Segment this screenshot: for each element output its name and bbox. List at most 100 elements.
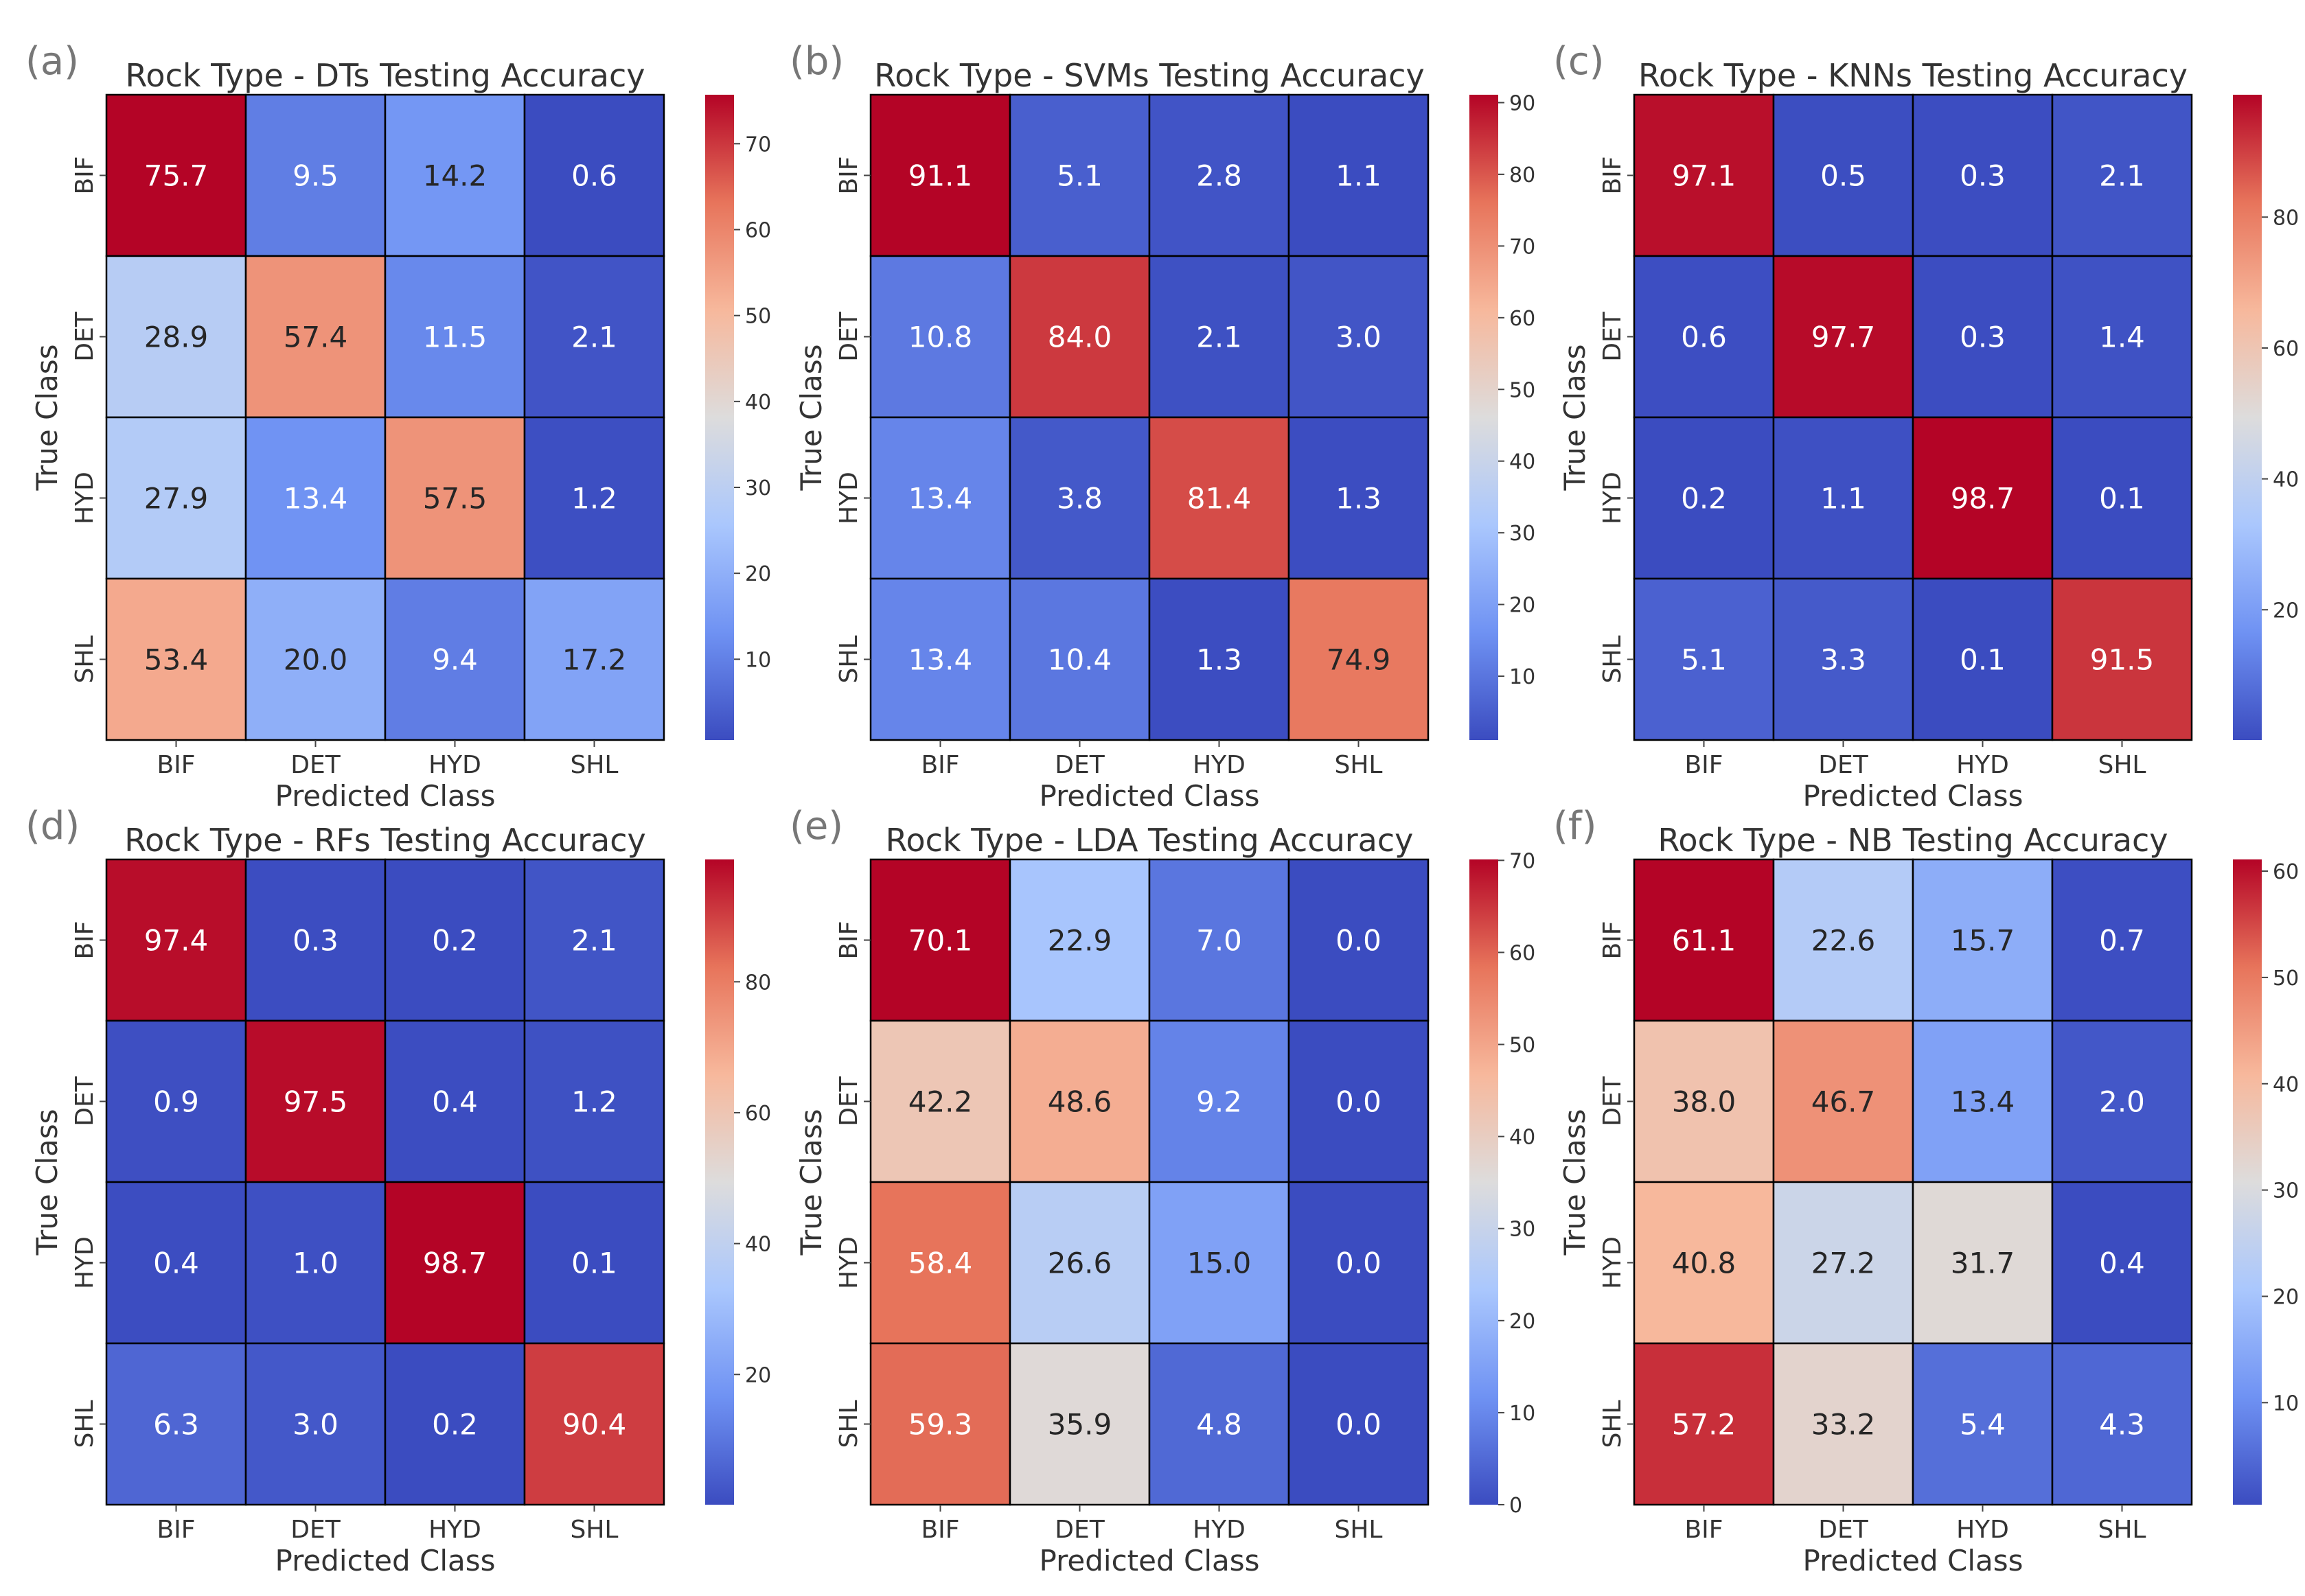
heatmap-cell <box>1772 1342 1914 1506</box>
heatmap-cell <box>1148 858 1290 1022</box>
colorbar-tick-label: 60 <box>2273 337 2299 361</box>
x-tick-label: SHL <box>1335 1516 1383 1544</box>
x-tick-label: SHL <box>1335 751 1383 779</box>
colorbar-tick-label: 80 <box>2273 206 2299 230</box>
x-tick-label: HYD <box>1193 1516 1246 1544</box>
heatmap-cell <box>1912 577 2054 741</box>
colorbar-tick-label: 60 <box>745 1102 771 1126</box>
heatmap-cell <box>523 93 665 257</box>
cell-value-label: 3.3 <box>1820 643 1866 677</box>
cell-value-label: 46.7 <box>1811 1085 1876 1119</box>
y-tick-label: BIF <box>835 921 863 959</box>
x-tick-label: SHL <box>571 751 619 779</box>
cell-value-label: 31.7 <box>1951 1247 2015 1280</box>
colorbar-tick-label: 40 <box>1509 450 1535 474</box>
x-tick-label: HYD <box>1193 751 1246 779</box>
y-axis-label: True Class <box>794 344 828 491</box>
heatmap-cell <box>384 1181 526 1345</box>
heatmap-cell <box>2051 1342 2193 1506</box>
colorbar-tick-label: 20 <box>1509 1310 1535 1334</box>
heatmap-cell <box>1633 1342 1775 1506</box>
cell-value-label: 22.9 <box>1048 924 1112 958</box>
heatmap-cell <box>1287 255 1430 419</box>
colorbar-tick-label: 70 <box>1509 235 1535 259</box>
cell-value-label: 57.4 <box>284 321 348 354</box>
cell-value-label: 5.1 <box>1681 643 1727 677</box>
colorbar-tick-label: 10 <box>1509 1402 1535 1426</box>
heatmap-cell <box>1912 1342 2054 1506</box>
colorbar <box>2233 95 2262 740</box>
heatmap-cell <box>1009 416 1151 580</box>
colorbar-tick-label: 60 <box>1509 941 1535 965</box>
colorbar <box>705 95 734 740</box>
y-tick-label: HYD <box>835 1236 863 1289</box>
x-tick-label: BIF <box>1684 1516 1723 1544</box>
heatmap-cell <box>523 255 665 419</box>
cell-value-label: 28.9 <box>144 321 209 354</box>
y-tick-label: HYD <box>1598 472 1627 524</box>
y-axis-label: True Class <box>30 1109 64 1256</box>
x-tick-label: BIF <box>157 751 195 779</box>
cell-value-label: 4.8 <box>1196 1408 1242 1442</box>
y-tick-label: BIF <box>71 921 99 959</box>
heatmap-cell <box>523 1181 665 1345</box>
cell-value-label: 4.3 <box>2099 1408 2145 1442</box>
heatmap-panel: (f) Rock Type - NB Testing Accuracy 61.1 22… <box>1553 804 2299 1577</box>
heatmap-cell <box>1912 858 2054 1022</box>
cell-value-label: 13.4 <box>284 482 348 516</box>
heatmap-cell <box>1287 416 1430 580</box>
heatmap-cell <box>244 1342 387 1506</box>
heatmap-cell <box>869 858 1011 1022</box>
cell-value-label: 48.6 <box>1048 1085 1112 1119</box>
panel-label: (c) <box>1553 39 1604 84</box>
colorbar-tick-label: 40 <box>1509 1126 1535 1150</box>
cell-value-label: 0.3 <box>1960 159 2006 193</box>
heatmap-cell <box>1287 1342 1430 1506</box>
cell-value-label: 0.6 <box>1681 321 1727 354</box>
x-tick-label: HYD <box>428 751 481 779</box>
cell-value-label: 2.0 <box>2099 1085 2145 1119</box>
colorbar-tick-label: 20 <box>2273 599 2299 623</box>
cell-value-label: 0.1 <box>571 1247 617 1280</box>
heatmap-cell <box>1009 1342 1151 1506</box>
cell-value-label: 98.7 <box>423 1247 488 1280</box>
colorbar-tick-label: 30 <box>1509 1218 1535 1242</box>
colorbar-tick-label: 40 <box>745 1233 771 1257</box>
heatmap-cell <box>1287 577 1430 741</box>
colorbar <box>705 859 734 1505</box>
y-tick-label: DET <box>835 1076 863 1126</box>
heatmap-cell <box>1148 577 1290 741</box>
cell-value-label: 38.0 <box>1672 1085 1736 1119</box>
colorbar-tick-label: 20 <box>2273 1285 2299 1309</box>
colorbar-tick-label: 50 <box>1509 1034 1535 1058</box>
colorbar-tick-label: 80 <box>1509 163 1535 187</box>
heatmap-cell <box>105 93 247 257</box>
heatmap-cell <box>1009 858 1151 1022</box>
heatmap-cell <box>1148 255 1290 419</box>
x-tick-label: BIF <box>921 1516 959 1544</box>
cell-value-label: 14.2 <box>423 159 488 193</box>
heatmap-cell <box>1287 1019 1430 1183</box>
cell-value-label: 5.4 <box>1960 1408 2006 1442</box>
y-axis-label: True Class <box>30 344 64 491</box>
heatmap-cell <box>1287 1181 1430 1345</box>
colorbar-tick-label: 40 <box>2273 468 2299 492</box>
y-tick-label: DET <box>1598 1076 1627 1126</box>
x-axis-label: Predicted Class <box>275 1544 495 1577</box>
panel-title: Rock Type - SVMs Testing Accuracy <box>874 57 1424 94</box>
colorbar-tick-label: 50 <box>1509 378 1535 402</box>
heatmap-cell <box>384 577 526 741</box>
x-tick-label: DET <box>1818 751 1868 779</box>
cell-value-label: 0.0 <box>1335 1085 1381 1119</box>
heatmap-panel: (c) Rock Type - KNNs Testing Accuracy 97.1… <box>1553 39 2299 813</box>
cell-value-label: 7.0 <box>1196 924 1242 958</box>
heatmap-cell <box>1009 255 1151 419</box>
y-tick-label: BIF <box>835 156 863 194</box>
cell-value-label: 0.2 <box>432 924 478 958</box>
heatmap-cell <box>1148 1019 1290 1183</box>
y-tick-label: HYD <box>1598 1236 1627 1289</box>
panel-title: Rock Type - RFs Testing Accuracy <box>124 822 645 859</box>
heatmap-cell <box>869 93 1011 257</box>
y-axis-label: True Class <box>1558 1109 1592 1256</box>
panel-title: Rock Type - KNNs Testing Accuracy <box>1638 57 2188 94</box>
